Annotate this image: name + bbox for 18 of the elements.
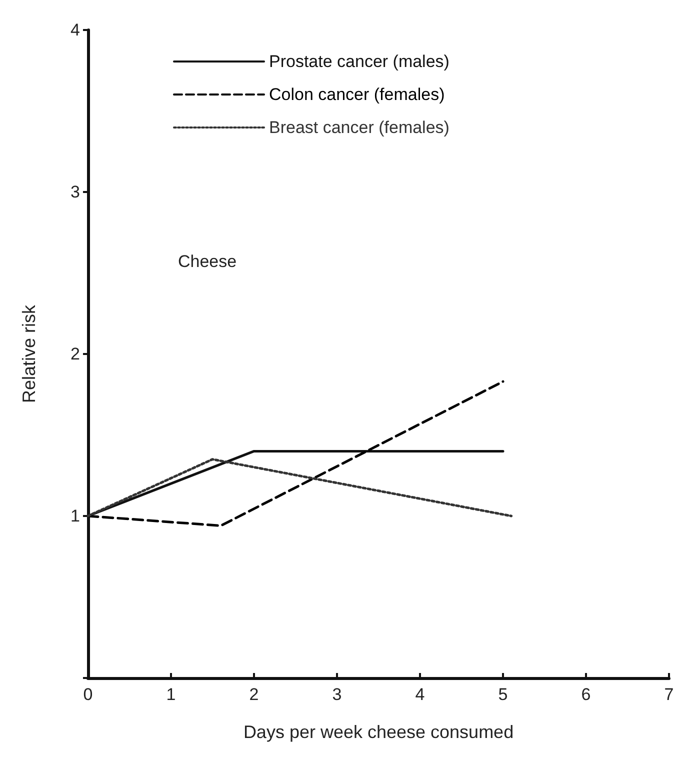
y-tick-label: 4 — [70, 20, 80, 40]
y-tick-label: 3 — [70, 182, 80, 202]
x-tick-label: 0 — [83, 685, 93, 704]
y-axis-title: Relative risk — [19, 304, 39, 404]
y-tick-label: 1 — [70, 506, 80, 526]
y-tick-label: 2 — [70, 344, 80, 364]
x-tick-label: 4 — [415, 685, 425, 704]
x-tick-label: 3 — [332, 685, 342, 704]
x-tick-label: 7 — [664, 685, 674, 704]
annotation: Cheese — [178, 252, 237, 271]
x-axis-title: Days per week cheese consumed — [243, 722, 514, 742]
x-tick-label: 5 — [498, 685, 508, 704]
text: Colon cancer (females) — [269, 85, 445, 104]
x-tick-label: 6 — [581, 685, 591, 704]
text: Breast cancer (females) — [269, 118, 450, 137]
x-tick-label: 1 — [166, 685, 176, 704]
x-tick-label: 2 — [249, 685, 259, 704]
text: Prostate cancer (males) — [269, 52, 450, 71]
